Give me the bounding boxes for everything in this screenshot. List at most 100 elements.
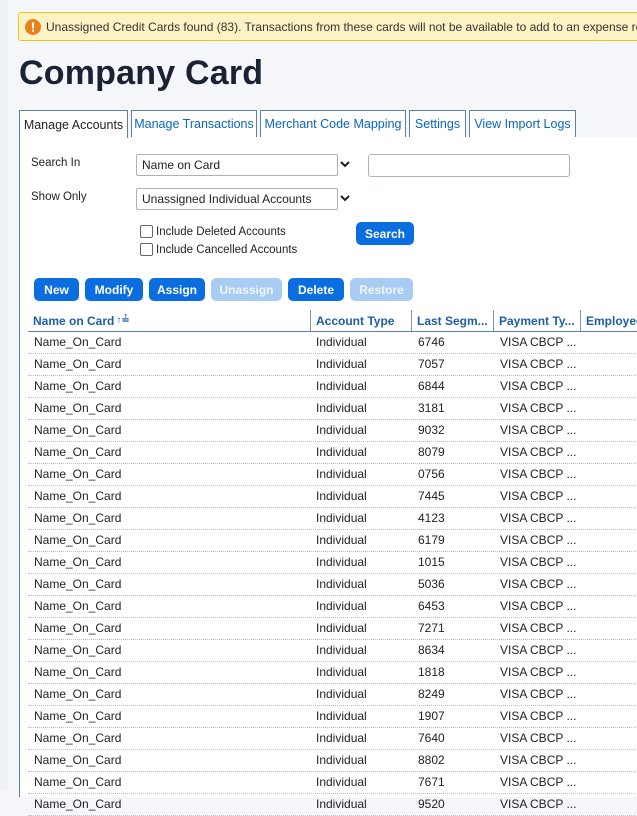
include-deleted-checkbox[interactable]: Include Deleted Accounts [140, 225, 286, 238]
warning-banner-text: Unassigned Credit Cards found (83). Tran… [46, 19, 637, 34]
cell-last-segment: 4123 [418, 511, 445, 525]
restore-button[interactable]: Restore [350, 278, 413, 301]
checkbox-box[interactable] [140, 225, 153, 238]
cell-payment-type: VISA CBCP ... [500, 577, 577, 591]
table-row[interactable]: Name_On_Card Individual 7445 VISA CBCP ... [28, 486, 637, 508]
table-row[interactable]: Name_On_Card Individual 6746 VISA CBCP ... [28, 332, 637, 354]
table-row[interactable]: Name_On_Card Individual 8079 VISA CBCP ... [28, 442, 637, 464]
cell-last-segment: 1907 [418, 709, 445, 723]
cell-last-segment: 7445 [418, 489, 445, 503]
table-row[interactable]: Name_On_Card Individual 8634 VISA CBCP ... [28, 640, 637, 662]
cell-name-on-card: Name_On_Card [34, 335, 122, 349]
tab-merchant-code-mapping[interactable]: Merchant Code Mapping [260, 110, 406, 137]
assign-button[interactable]: Assign [149, 278, 205, 301]
cell-account-type: Individual [316, 335, 367, 349]
table-row[interactable]: Name_On_Card Individual 1907 VISA CBCP ... [28, 706, 637, 728]
column-header-payment-type[interactable]: Payment Ty... [493, 310, 580, 331]
cell-payment-type: VISA CBCP ... [500, 467, 577, 481]
search-in-select[interactable]: Name on Card [136, 154, 338, 176]
modify-button[interactable]: Modify [85, 278, 143, 301]
warning-banner: Unassigned Credit Cards found (83). Tran… [18, 12, 637, 41]
table-row[interactable]: Name_On_Card Individual 6179 VISA CBCP ... [28, 530, 637, 552]
new-button[interactable]: New [34, 278, 79, 301]
cell-last-segment: 1015 [418, 555, 445, 569]
include-deleted-label: Include Deleted Accounts [156, 225, 286, 238]
table-row[interactable]: Name_On_Card Individual 9520 VISA CBCP ... [28, 794, 637, 816]
cell-payment-type: VISA CBCP ... [500, 775, 577, 789]
table-row[interactable]: Name_On_Card Individual 3181 VISA CBCP ... [28, 398, 637, 420]
cell-last-segment: 7671 [418, 775, 445, 789]
tab-manage-accounts[interactable]: Manage Accounts [19, 110, 128, 138]
table-row[interactable]: Name_On_Card Individual 9032 VISA CBCP ... [28, 420, 637, 442]
checkbox-box[interactable] [140, 243, 153, 256]
cell-last-segment: 9032 [418, 423, 445, 437]
include-cancelled-checkbox[interactable]: Include Cancelled Accounts [140, 243, 297, 256]
search-text-input[interactable] [368, 154, 570, 177]
cell-name-on-card: Name_On_Card [34, 665, 122, 679]
cell-name-on-card: Name_On_Card [34, 621, 122, 635]
cell-name-on-card: Name_On_Card [34, 643, 122, 657]
cell-payment-type: VISA CBCP ... [500, 357, 577, 371]
tab-manage-transactions[interactable]: Manage Transactions [131, 110, 257, 137]
column-header-last-segment[interactable]: Last Segm... [411, 310, 493, 331]
chevron-down-icon[interactable] [339, 158, 351, 170]
cell-account-type: Individual [316, 467, 367, 481]
cell-name-on-card: Name_On_Card [34, 687, 122, 701]
cell-account-type: Individual [316, 621, 367, 635]
cell-last-segment: 5036 [418, 577, 445, 591]
search-button[interactable]: Search [356, 222, 414, 245]
cell-account-type: Individual [316, 797, 367, 811]
cell-name-on-card: Name_On_Card [34, 775, 122, 789]
table-row[interactable]: Name_On_Card Individual 6453 VISA CBCP ... [28, 596, 637, 618]
table-row[interactable]: Name_On_Card Individual 7057 VISA CBCP ... [28, 354, 637, 376]
cell-last-segment: 6844 [418, 379, 445, 393]
chevron-down-icon[interactable] [339, 192, 351, 204]
cell-name-on-card: Name_On_Card [34, 709, 122, 723]
table-row[interactable]: Name_On_Card Individual 5036 VISA CBCP ... [28, 574, 637, 596]
column-header-employee[interactable]: Employee [580, 310, 637, 331]
table-row[interactable]: Name_On_Card Individual 0756 VISA CBCP ... [28, 464, 637, 486]
search-in-label: Search In [31, 157, 81, 169]
cell-account-type: Individual [316, 599, 367, 613]
table-row[interactable]: Name_On_Card Individual 7640 VISA CBCP ... [28, 728, 637, 750]
show-only-select[interactable]: Unassigned Individual Accounts [136, 188, 338, 210]
cell-account-type: Individual [316, 665, 367, 679]
cell-name-on-card: Name_On_Card [34, 445, 122, 459]
delete-button[interactable]: Delete [288, 278, 344, 301]
cell-payment-type: VISA CBCP ... [500, 489, 577, 503]
unassign-button[interactable]: Unassign [211, 278, 282, 301]
cell-name-on-card: Name_On_Card [34, 533, 122, 547]
cell-payment-type: VISA CBCP ... [500, 555, 577, 569]
cell-payment-type: VISA CBCP ... [500, 709, 577, 723]
left-edge [0, 0, 8, 789]
cell-payment-type: VISA CBCP ... [500, 511, 577, 525]
cell-account-type: Individual [316, 511, 367, 525]
table-row[interactable]: Name_On_Card Individual 7271 VISA CBCP ... [28, 618, 637, 640]
column-header-name-on-card[interactable]: Name on Card ↑≟ [28, 310, 310, 331]
tab-settings[interactable]: Settings [409, 110, 466, 137]
cell-name-on-card: Name_On_Card [34, 467, 122, 481]
table-row[interactable]: Name_On_Card Individual 8249 VISA CBCP ... [28, 684, 637, 706]
cell-name-on-card: Name_On_Card [34, 401, 122, 415]
table-body: Name_On_Card Individual 6746 VISA CBCP ... N… [28, 332, 637, 816]
cell-account-type: Individual [316, 401, 367, 415]
cell-name-on-card: Name_On_Card [34, 379, 122, 393]
cell-account-type: Individual [316, 753, 367, 767]
cell-last-segment: 7640 [418, 731, 445, 745]
cell-account-type: Individual [316, 709, 367, 723]
table-row[interactable]: Name_On_Card Individual 1015 VISA CBCP ... [28, 552, 637, 574]
cell-name-on-card: Name_On_Card [34, 731, 122, 745]
tab-view-import-logs[interactable]: View Import Logs [469, 110, 576, 137]
cell-account-type: Individual [316, 533, 367, 547]
table-row[interactable]: Name_On_Card Individual 7671 VISA CBCP ... [28, 772, 637, 794]
column-header-account-type[interactable]: Account Type [310, 310, 411, 331]
cell-name-on-card: Name_On_Card [34, 423, 122, 437]
table-row[interactable]: Name_On_Card Individual 1818 VISA CBCP ... [28, 662, 637, 684]
cell-last-segment: 8634 [418, 643, 445, 657]
table-row[interactable]: Name_On_Card Individual 8802 VISA CBCP ... [28, 750, 637, 772]
table-row[interactable]: Name_On_Card Individual 6844 VISA CBCP ... [28, 376, 637, 398]
cell-last-segment: 6179 [418, 533, 445, 547]
cell-account-type: Individual [316, 445, 367, 459]
include-cancelled-label: Include Cancelled Accounts [156, 243, 298, 256]
table-row[interactable]: Name_On_Card Individual 4123 VISA CBCP ... [28, 508, 637, 530]
